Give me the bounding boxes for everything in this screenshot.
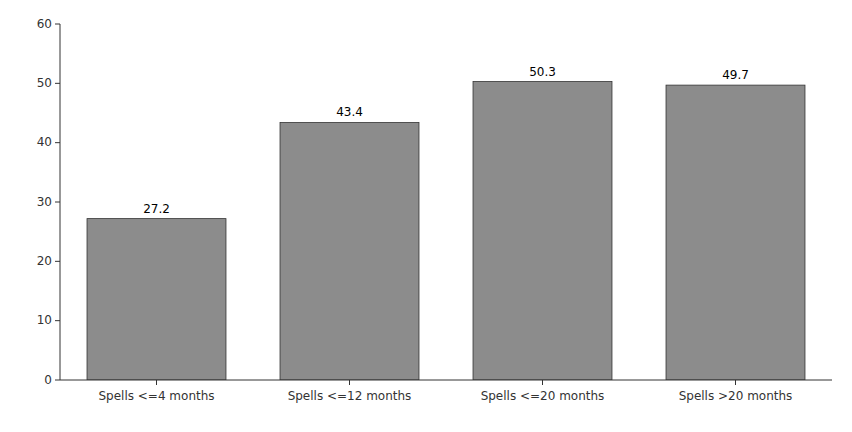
data-label: 49.7 — [722, 68, 749, 82]
x-tick-label: Spells <=4 months — [98, 389, 214, 403]
x-tick — [542, 380, 543, 385]
data-label: 27.2 — [143, 202, 170, 216]
y-tick — [55, 320, 60, 321]
bar — [473, 82, 612, 380]
y-tick — [55, 261, 60, 262]
bars — [87, 82, 805, 380]
y-tick-label: 30 — [37, 195, 52, 209]
y-tick — [55, 83, 60, 84]
bar — [87, 219, 226, 380]
chart: 27.2 43.4 50.3 49.7 0 10 20 30 40 50 60 Spells <=4 … — [0, 0, 852, 432]
x-tick — [349, 380, 350, 385]
data-label: 50.3 — [529, 65, 556, 79]
y-tick — [55, 380, 60, 381]
y-tick — [55, 202, 60, 203]
x-tick-label: Spells <=20 months — [481, 389, 605, 403]
x-axis-line — [60, 380, 832, 381]
x-tick-label: Spells <=12 months — [288, 389, 412, 403]
y-tick-label: 40 — [37, 135, 52, 149]
bar — [666, 85, 805, 380]
bar — [280, 122, 419, 380]
y-tick-label: 50 — [37, 76, 52, 90]
chart-container: 27.2 43.4 50.3 49.7 0 10 20 30 40 50 60 Spells <=4 … — [0, 0, 852, 432]
y-tick — [55, 142, 60, 143]
y-tick-label: 20 — [37, 254, 52, 268]
y-tick-label: 10 — [37, 313, 52, 327]
y-tick-label: 0 — [44, 373, 52, 387]
x-tick — [156, 380, 157, 385]
data-label: 43.4 — [336, 105, 363, 119]
y-tick-label: 60 — [37, 17, 52, 31]
y-tick — [55, 24, 60, 25]
x-tick — [735, 380, 736, 385]
x-tick-label: Spells >20 months — [679, 389, 793, 403]
